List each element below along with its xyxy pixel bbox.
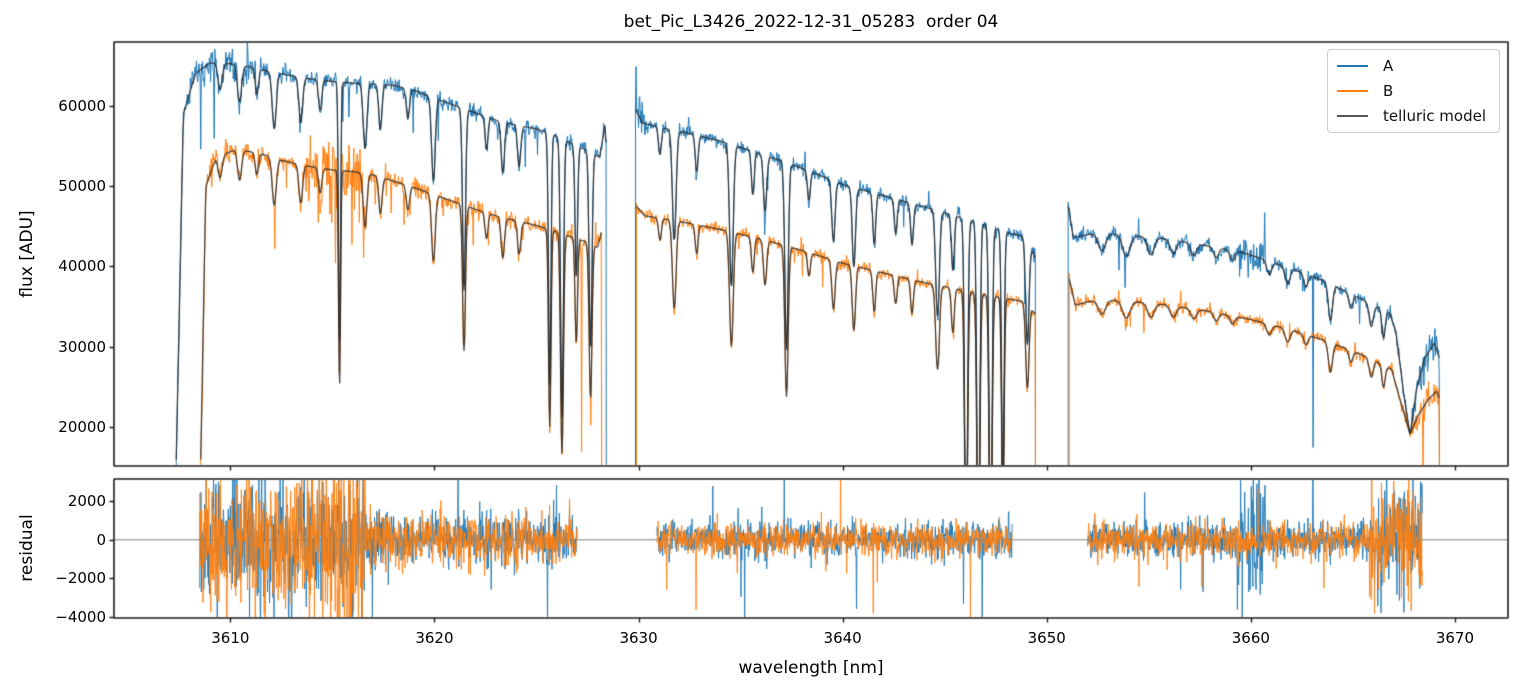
x-tick-label: 3670 [1435,629,1475,647]
legend-entry-a: A [1328,53,1499,78]
legend-label-telluric: telluric model [1383,107,1487,126]
legend-entry-b: B [1328,78,1499,103]
y-tick-label: 60000 [58,96,106,115]
y-tick-label: −2000 [55,569,106,588]
y-tick-label: 20000 [58,418,106,437]
y-tick-label: 2000 [67,492,106,511]
x-tick-label: 3640 [823,629,862,647]
legend-line-a-icon [1337,64,1368,67]
legend-line-b-icon [1337,89,1368,92]
plot-title: bet_Pic_L3426_2022-12-31_05283 order 04 [623,12,999,32]
y-tick-label: 30000 [58,337,106,356]
x-axis-label: wavelength [nm] [738,658,884,678]
legend-entry-telluric: telluric model [1328,104,1499,129]
residual-axis-label: residual [17,514,37,582]
x-tick-label: 3650 [1027,629,1066,647]
y-tick-label: 50000 [58,177,106,195]
x-tick-label: 3630 [619,629,658,647]
x-tick-label: 3660 [1231,629,1270,647]
flux-axis-label: flux [ADU] [17,210,37,298]
legend-label-b: B [1383,81,1394,100]
y-tick-label: −4000 [55,608,106,627]
x-tick-label: 3620 [415,629,454,647]
x-tick-label: 3610 [211,629,250,647]
legend-line-telluric-icon [1337,115,1368,118]
legend-label-a: A [1383,56,1394,75]
legend: A B telluric model [1327,49,1500,133]
y-tick-label: 40000 [58,257,106,276]
y-tick-label: 0 [96,530,106,549]
